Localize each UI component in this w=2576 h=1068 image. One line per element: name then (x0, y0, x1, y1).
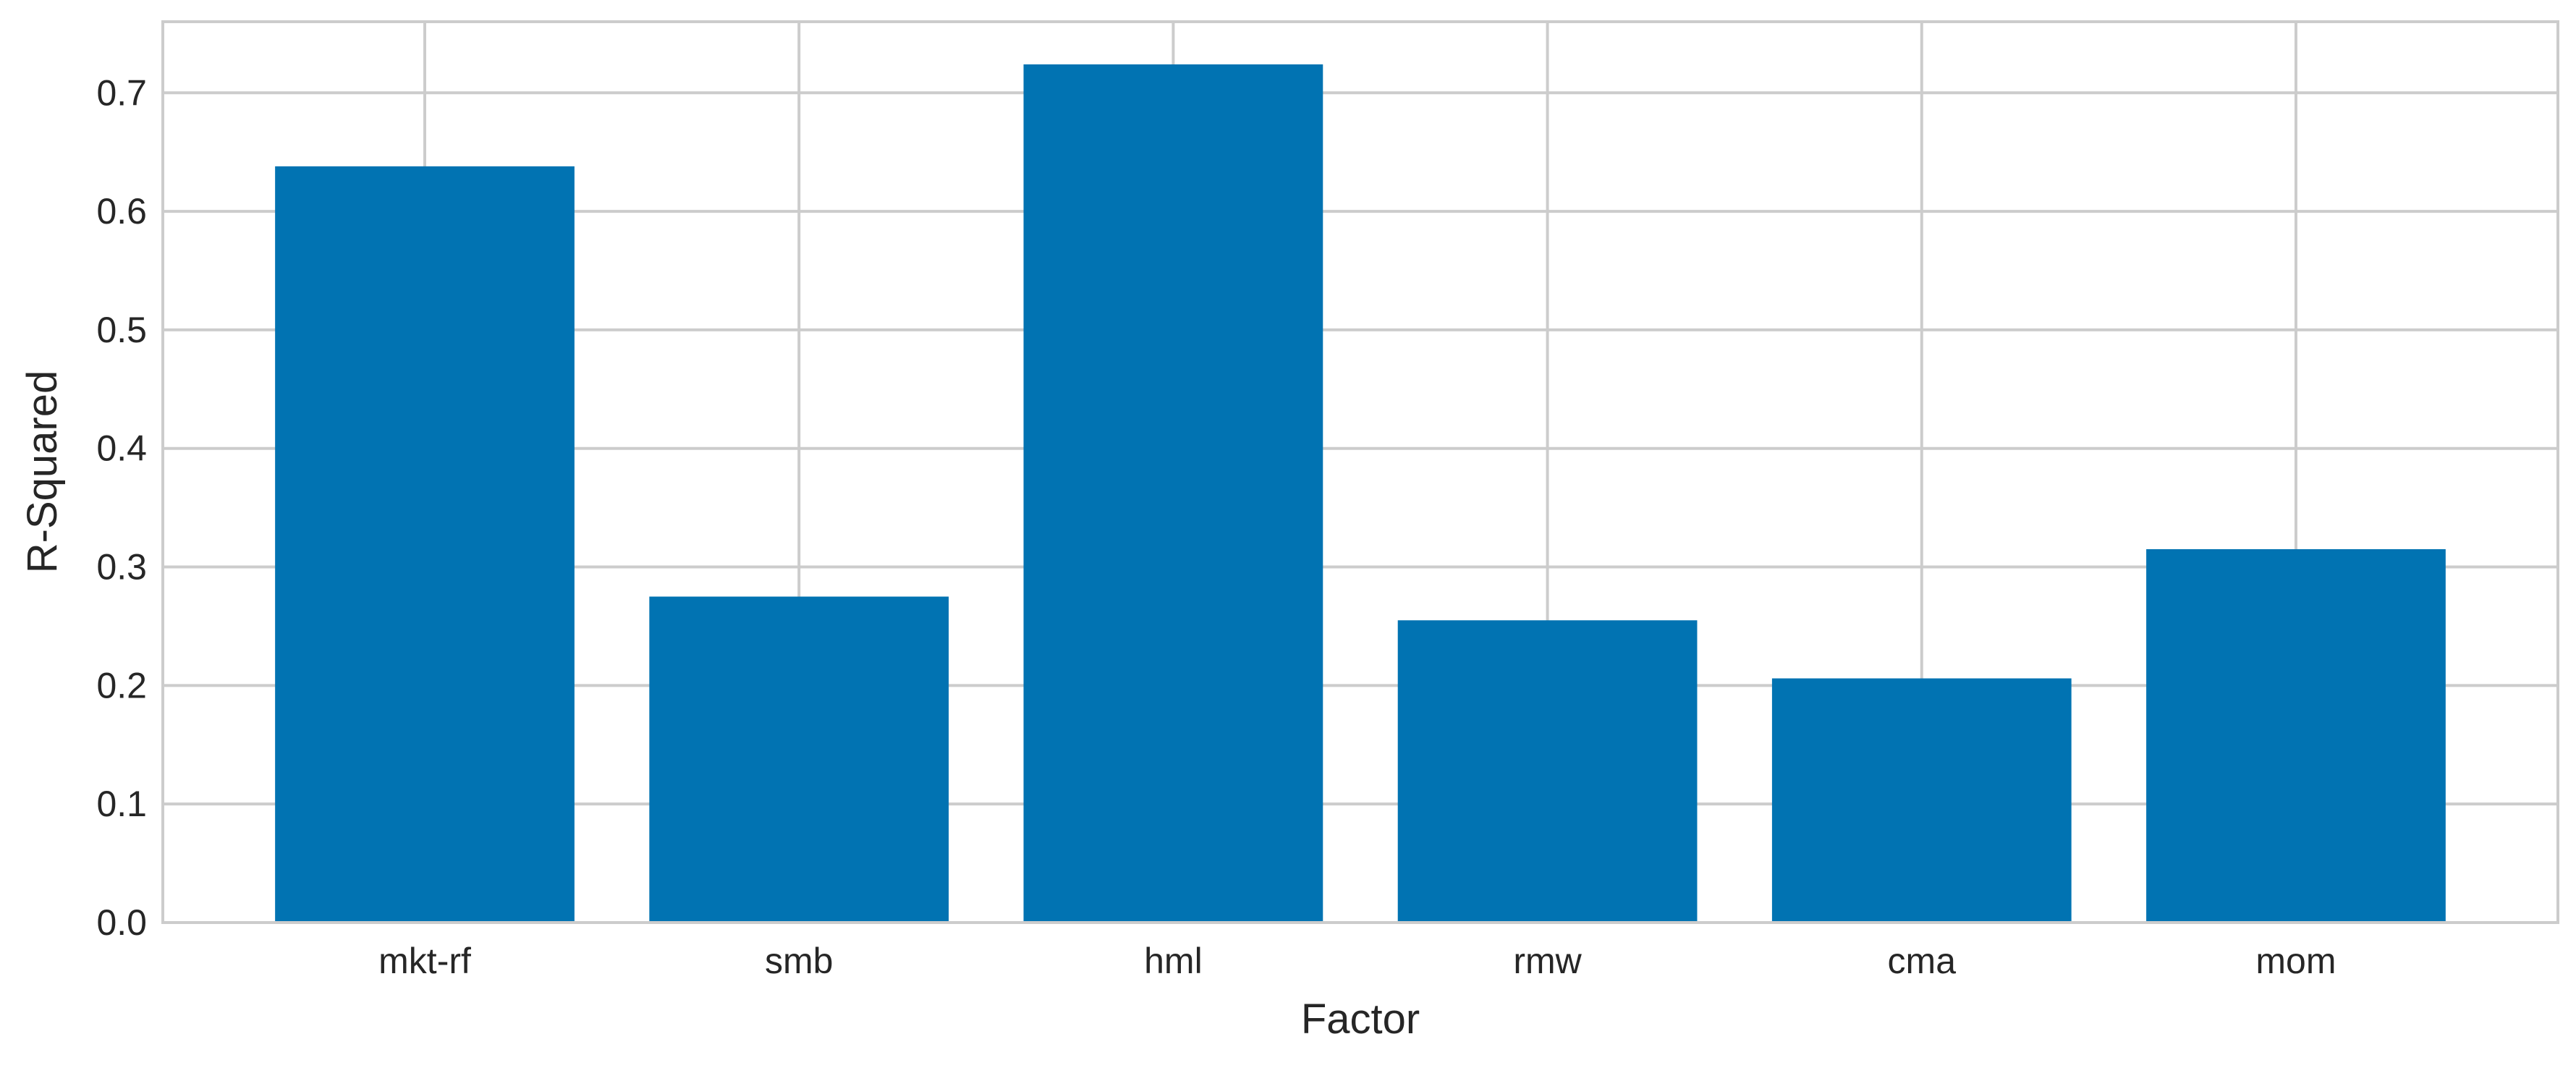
x-tick-label: hml (1144, 941, 1203, 981)
bar-mkt-rf (275, 166, 575, 923)
y-tick-label: 0.5 (96, 310, 147, 350)
y-tick-label: 0.7 (96, 72, 147, 113)
y-tick-label: 0.4 (96, 428, 147, 469)
bar-hml (1023, 64, 1323, 923)
plot-frame (161, 20, 2559, 924)
y-tick-label: 0.0 (96, 902, 147, 943)
bar-mom (2146, 548, 2446, 923)
y-tick-label: 0.6 (96, 191, 147, 232)
bar-cma (1771, 678, 2072, 923)
y-tick-label: 0.1 (96, 784, 147, 824)
x-axis-ticks: mkt-rf smb hml rmw cma mom (378, 941, 2336, 981)
x-tick-label: smb (765, 941, 833, 981)
y-axis-ticks: 0.0 0.1 0.2 0.3 0.4 0.5 0.6 0.7 (96, 72, 147, 943)
x-axis-title: Factor (1301, 996, 1420, 1043)
bar-rmw (1397, 620, 1698, 923)
y-tick-label: 0.2 (96, 665, 147, 705)
x-tick-label: cma (1888, 941, 1957, 981)
x-tick-label: rmw (1513, 941, 1582, 981)
bar-series (275, 64, 2446, 923)
y-axis-title: R-Squared (19, 370, 66, 573)
x-tick-label: mom (2255, 941, 2336, 981)
bar-smb (649, 596, 949, 923)
y-tick-label: 0.3 (96, 547, 147, 588)
x-tick-label: mkt-rf (378, 941, 471, 981)
